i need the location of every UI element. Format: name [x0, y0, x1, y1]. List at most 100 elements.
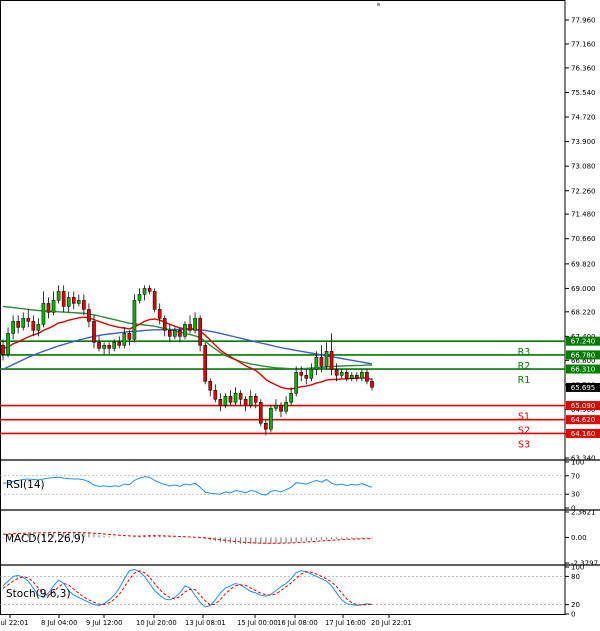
price-tick-label: 73.900 [571, 138, 596, 146]
candle-down [329, 351, 334, 370]
level-name-s2: S2 [518, 426, 530, 437]
level-name-r2: R2 [518, 361, 531, 372]
candle-down [188, 324, 192, 331]
candle-down [344, 372, 349, 379]
level-price-label: 66.310 [571, 366, 596, 374]
candle-up [233, 393, 238, 403]
candle-down [82, 300, 86, 310]
level-name-s1: S1 [518, 412, 530, 423]
candle-up [309, 369, 314, 379]
candle-up [173, 330, 177, 337]
stoch-tick-label: 80 [571, 573, 580, 581]
candle-down [319, 357, 324, 367]
candle-up [56, 291, 61, 301]
level-price-label: 65.090 [571, 402, 596, 410]
candle-up [36, 324, 41, 331]
candle-up [132, 300, 137, 340]
candle-down [228, 396, 233, 403]
candle-down [71, 297, 76, 304]
candle-up [223, 396, 228, 406]
level-price-tag [566, 350, 600, 360]
candle-down [16, 321, 20, 328]
stoch-tick-label: 100 [571, 564, 584, 572]
price-tick-label: 69.000 [571, 285, 596, 293]
time-tick-label: 16 Jul 08:00 [277, 619, 318, 627]
rsi-tick-label: 30 [571, 491, 580, 499]
time-tick-label: 8 Jul 04:00 [41, 619, 77, 627]
candle-up [77, 300, 81, 304]
time-tick-label: 15 Jul 00:00 [237, 619, 278, 627]
candle-down [147, 288, 152, 292]
candle-up [248, 396, 253, 406]
macd-label: MACD(12,26,9) [5, 533, 85, 545]
candle-down [26, 318, 31, 322]
candle-down [46, 303, 51, 313]
candle-up [142, 288, 147, 295]
rsi-line [2, 476, 373, 496]
price-tick-label: 73.080 [571, 163, 596, 171]
candle-down [152, 291, 157, 310]
candle-down [238, 393, 243, 400]
candle-down [97, 342, 101, 349]
candle-up [66, 297, 71, 307]
candle-up [6, 333, 10, 355]
candle-down [1, 345, 5, 355]
price-tick-label: 72.260 [571, 187, 596, 195]
current-price-label: 65.695 [571, 384, 596, 392]
level-name-r1: R1 [518, 375, 531, 386]
candle-down [355, 375, 359, 379]
macd-tick-label: -2.3797 [571, 560, 598, 568]
price-tick-label: 75.540 [571, 89, 596, 97]
candle-down [264, 422, 268, 430]
level-price-tag [566, 401, 600, 411]
candle-up [314, 357, 319, 370]
candle-down [31, 321, 36, 331]
level-price-label: 66.780 [571, 351, 596, 359]
rsi-tick-label: 100 [571, 459, 584, 467]
price-tick-label: 69.820 [571, 260, 596, 268]
macd-tick-label: 2.3621 [571, 509, 596, 517]
candle-down [299, 372, 304, 376]
price-tick-label: 76.360 [571, 64, 596, 72]
candle-up [294, 372, 298, 394]
candle-down [213, 390, 218, 400]
candle-up [274, 405, 278, 409]
level-name-r3: R3 [518, 347, 531, 358]
price-tick-label: 71.480 [571, 211, 596, 219]
chart-frame [0, 0, 566, 615]
candle-down [162, 318, 167, 331]
price-tick-label: 63.340 [571, 455, 596, 463]
candle-up [122, 333, 127, 346]
time-tick-label: 17 Jul 16:00 [325, 619, 366, 627]
candle-down [203, 345, 208, 382]
level-price-tag [566, 336, 600, 346]
candle-down [365, 372, 369, 382]
level-name-s3: S3 [518, 439, 530, 450]
candle-down [167, 330, 172, 337]
macd-tick-label: 0.00 [571, 534, 587, 542]
candle-up [11, 321, 15, 334]
level-price-label: 64.160 [571, 430, 596, 438]
time-tick-label: 20 Jul 22:01 [371, 619, 412, 627]
current-price-tag [566, 382, 600, 392]
candle-down [243, 399, 248, 406]
candle-down [107, 345, 111, 349]
rsi-tick-label: 0 [571, 505, 575, 513]
candle-down [279, 405, 283, 412]
candle-up [137, 294, 142, 301]
candle-up [193, 318, 197, 331]
rsi-label: RSI(14) [6, 479, 45, 491]
price-tick-label: 77.160 [571, 40, 596, 48]
ma-green-line [2, 305, 372, 370]
candle-up [51, 300, 56, 313]
stoch-tick-label: 0 [571, 611, 575, 619]
candle-up [324, 351, 329, 367]
candle-up [289, 393, 293, 403]
chart-shift-marker [377, 3, 380, 6]
level-price-tag [566, 428, 600, 438]
candle-down [92, 321, 96, 343]
candle-up [183, 324, 187, 337]
candle-up [112, 342, 117, 349]
candle-down [253, 396, 258, 403]
